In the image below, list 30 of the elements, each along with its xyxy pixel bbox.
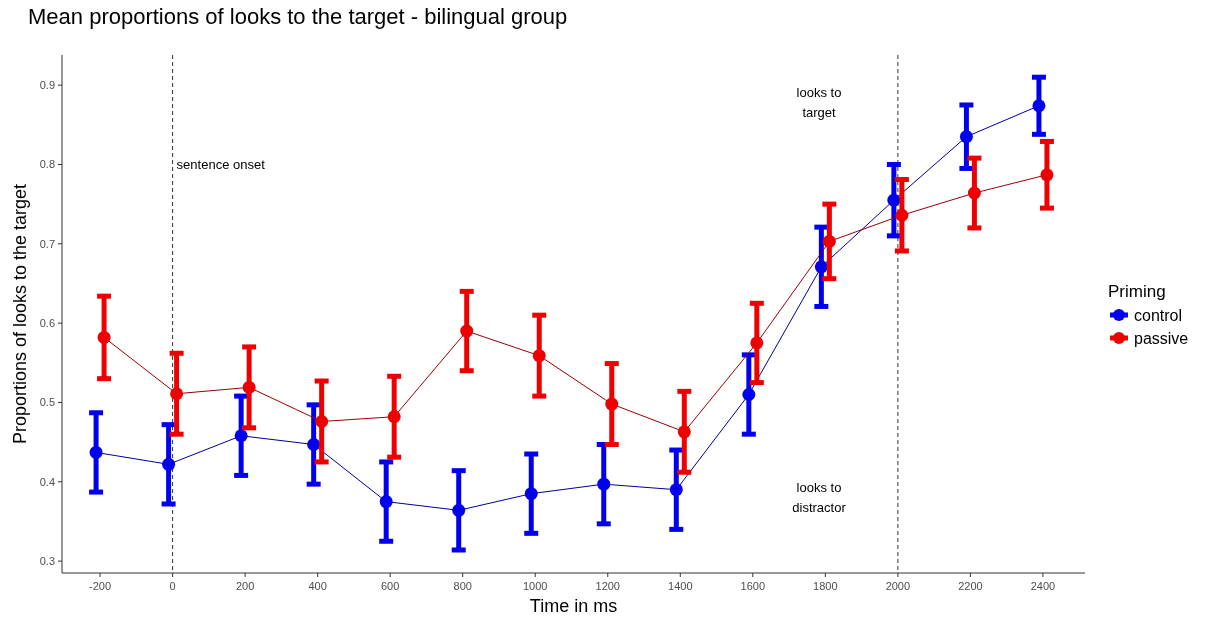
y-tick-label: 0.8 bbox=[39, 158, 55, 171]
y-axis-title: Proportions of looks to the target bbox=[10, 183, 30, 445]
x-tick-label: 1400 bbox=[668, 580, 693, 592]
y-tick-label: 0.6 bbox=[39, 317, 55, 330]
legend-label: passive bbox=[1134, 330, 1189, 347]
chart-title: Mean proportions of looks to the target - bilingual group bbox=[28, 4, 568, 29]
ref-line-label: sentence onset bbox=[176, 157, 266, 173]
x-tick-label: 1800 bbox=[813, 580, 838, 592]
y-tick-label: 0.5 bbox=[39, 396, 55, 409]
x-tick-label: -200 bbox=[89, 580, 112, 592]
x-tick-label: 400 bbox=[308, 580, 327, 592]
x-tick-label: 1000 bbox=[523, 580, 548, 592]
y-tick-label: 0.4 bbox=[39, 475, 55, 488]
x-tick-label: 2000 bbox=[885, 580, 911, 592]
x-tick-label: 200 bbox=[235, 580, 255, 592]
y-tick-label: 0.3 bbox=[39, 555, 55, 568]
legend-label: control bbox=[1134, 307, 1183, 324]
annotation: looks to distractor bbox=[792, 480, 847, 515]
annotation: looks to target bbox=[796, 85, 842, 120]
x-tick-label: 1200 bbox=[595, 580, 621, 592]
x-tick-label: 0 bbox=[169, 580, 176, 592]
x-axis-title: Time in ms bbox=[529, 596, 618, 616]
x-tick-label: 2400 bbox=[1030, 580, 1056, 592]
x-tick-label: 800 bbox=[453, 580, 472, 592]
x-tick-label: 600 bbox=[381, 580, 400, 592]
y-tick-label: 0.9 bbox=[39, 79, 55, 92]
legend-title: Priming bbox=[1108, 282, 1166, 301]
x-tick-label: 2200 bbox=[958, 580, 983, 592]
x-tick-label: 1600 bbox=[740, 580, 766, 592]
y-tick-label: 0.7 bbox=[39, 237, 55, 250]
